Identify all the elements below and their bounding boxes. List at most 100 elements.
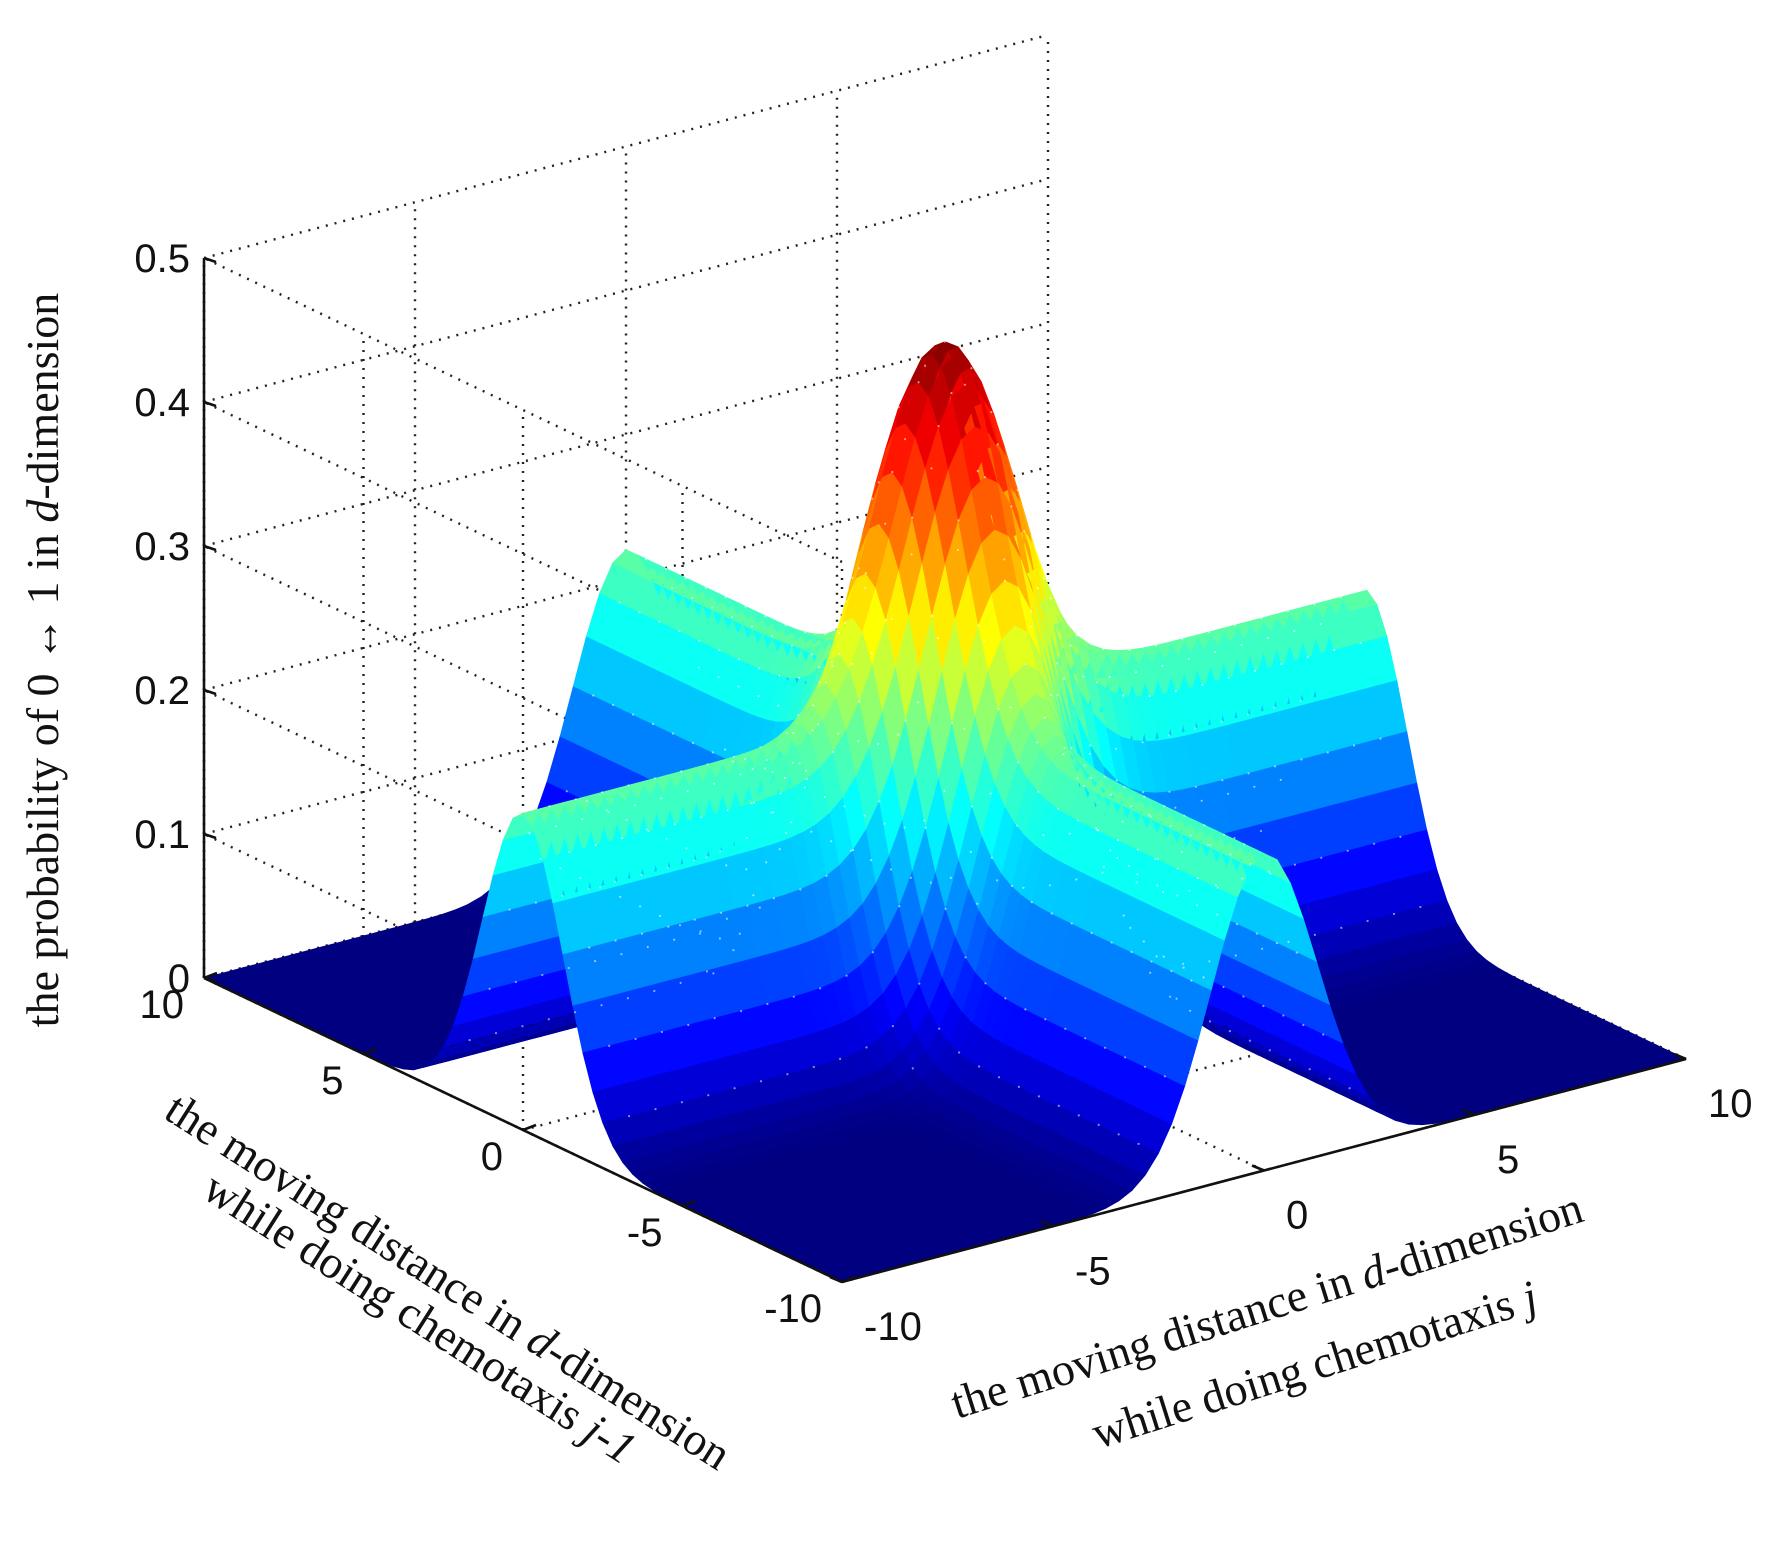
surface-mesh-dot: [1299, 699, 1302, 702]
surface-mesh-dot: [851, 576, 854, 579]
surface-mesh-dot: [1136, 873, 1139, 876]
surface-mesh-dot: [819, 987, 822, 990]
z-tick-1: [203, 832, 217, 840]
surface-mesh-dot: [587, 887, 590, 890]
surface-mesh-dot: [1124, 1056, 1127, 1059]
surface-mesh-dot: [936, 637, 940, 640]
surface-mesh-dot: [1141, 741, 1144, 744]
surface-mesh-dot: [797, 676, 801, 679]
surface-mesh-dot: [797, 714, 800, 717]
surface-mesh-dot: [1261, 947, 1264, 950]
surface-mesh-dot: [1169, 995, 1172, 998]
surface-mesh-dot: [996, 443, 999, 446]
surface-mesh-dot: [704, 586, 707, 589]
surface-mesh-dot: [1242, 995, 1245, 998]
surface-mesh-dot: [705, 856, 708, 859]
surface-mesh-dot: [1293, 629, 1296, 633]
surface-mesh-dot: [969, 850, 972, 854]
surface-mesh-dot: [1022, 886, 1025, 889]
surface-mesh-dot: [1062, 677, 1066, 680]
surface-mesh-dot: [1104, 1046, 1107, 1049]
surface-mesh-dot: [811, 729, 814, 732]
surface-mesh-dot: [1306, 655, 1309, 659]
surface-mesh-dot: [711, 606, 714, 609]
surface-mesh-dot: [871, 497, 874, 500]
surface-mesh-dot: [1147, 813, 1150, 816]
surface-mesh-dot: [585, 799, 588, 802]
surface-mesh-dot: [823, 795, 826, 799]
surface-mesh-dot: [719, 850, 722, 853]
surface-mesh-dot: [1068, 832, 1071, 835]
surface-mesh-dot: [1064, 1027, 1067, 1030]
surface-mesh-dot: [983, 639, 986, 642]
surface-mesh-dot: [983, 476, 987, 479]
surface-mesh-dot: [950, 392, 953, 395]
surface-mesh-dot: [1313, 933, 1316, 937]
surface-mesh-dot: [1097, 1123, 1100, 1126]
surface-mesh-dot: [594, 960, 597, 963]
surface-mesh-dot: [958, 1051, 961, 1054]
surface-mesh-dot: [1214, 650, 1217, 654]
surface-mesh-dot: [1083, 764, 1086, 767]
surface-mesh-dot: [738, 932, 741, 935]
surface-mesh-dot: [976, 902, 979, 905]
surface-mesh-dot: [1209, 844, 1212, 847]
surface-mesh-dot: [1228, 1030, 1231, 1033]
surface-mesh-dot: [783, 776, 787, 780]
surface-mesh-dot: [1194, 785, 1197, 788]
surface-mesh-dot: [1101, 871, 1104, 874]
surface-mesh-dot: [949, 876, 952, 880]
surface-mesh-dot: [830, 840, 833, 843]
surface-mesh-dot: [785, 731, 788, 734]
surface-mesh-dot: [646, 945, 649, 949]
surface-mesh-dot: [1233, 836, 1236, 840]
surface-mesh-dot: [640, 873, 643, 876]
z-axis-title: the probability of 0 ↔ 1 in d-dimension: [17, 293, 68, 1028]
surface-mesh-dot: [937, 425, 940, 428]
surface-mesh-dot: [1366, 919, 1369, 923]
surface-mesh-dot: [1037, 1095, 1040, 1098]
surface-mesh-dot: [1268, 1049, 1271, 1052]
surface-mesh-dot: [1273, 706, 1276, 709]
surface-mesh-dot: [726, 809, 729, 812]
surface-mesh-dot: [858, 700, 861, 703]
svg-text:while doing chemotaxis j-1: while doing chemotaxis j-1: [195, 1161, 646, 1474]
surface-mesh-dot: [970, 805, 974, 808]
surface-mesh-dot: [1253, 785, 1256, 788]
surface-mesh-dot: [830, 660, 833, 663]
surface-mesh-dot: [963, 727, 966, 731]
surface-mesh-dot: [1340, 926, 1343, 930]
y-tick-label: 10: [140, 983, 185, 1027]
surface-mesh-dot: [1135, 671, 1138, 674]
surface-mesh-dot: [671, 732, 675, 735]
surface-mesh-dot: [686, 790, 689, 793]
surface-mesh-dot: [1030, 901, 1033, 904]
surface-mesh-dot: [638, 611, 641, 614]
surface-mesh-dot: [970, 367, 973, 370]
surface-mesh-dot: [626, 997, 630, 1000]
surface-mesh-dot: [1183, 814, 1186, 817]
surface-mesh-dot: [786, 1073, 789, 1076]
y-tick-label: -5: [627, 1211, 663, 1255]
surface-mesh-dot: [620, 953, 623, 956]
surface-mesh-dot: [792, 731, 795, 735]
surface-mesh-dot: [810, 830, 813, 833]
surface-mesh-dot: [963, 383, 967, 386]
surface-mesh-dot: [1223, 833, 1226, 836]
surface-mesh-dot: [857, 740, 860, 743]
surface-mesh-dot: [1082, 784, 1085, 788]
y-tick-1: [682, 1199, 696, 1208]
z-tick-label: 0: [168, 957, 190, 1001]
surface-mesh-dot: [1176, 894, 1179, 897]
surface-mesh-dot: [1056, 694, 1059, 697]
surface-mesh-dot: [680, 770, 683, 773]
surface-mesh-dot: [904, 719, 907, 722]
surface-mesh-dot: [713, 1017, 716, 1020]
surface-mesh-dot: [883, 822, 886, 825]
surface-mesh-dot: [608, 1044, 611, 1047]
surface-mesh-dot: [1044, 1018, 1047, 1021]
surface-mesh-dot: [632, 713, 635, 716]
z-tick-label: 0.4: [134, 381, 190, 425]
surface-mesh-dot: [1241, 877, 1244, 880]
surface-mesh-dot: [1070, 922, 1073, 925]
